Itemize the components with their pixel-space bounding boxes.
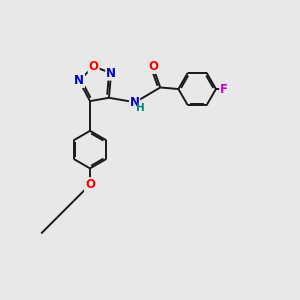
Text: O: O (148, 60, 158, 73)
Text: O: O (89, 60, 99, 73)
Text: F: F (220, 82, 228, 95)
Text: O: O (85, 178, 95, 191)
Text: N: N (130, 96, 140, 109)
Text: H: H (136, 103, 145, 113)
Text: N: N (106, 67, 116, 80)
Text: N: N (74, 74, 84, 87)
